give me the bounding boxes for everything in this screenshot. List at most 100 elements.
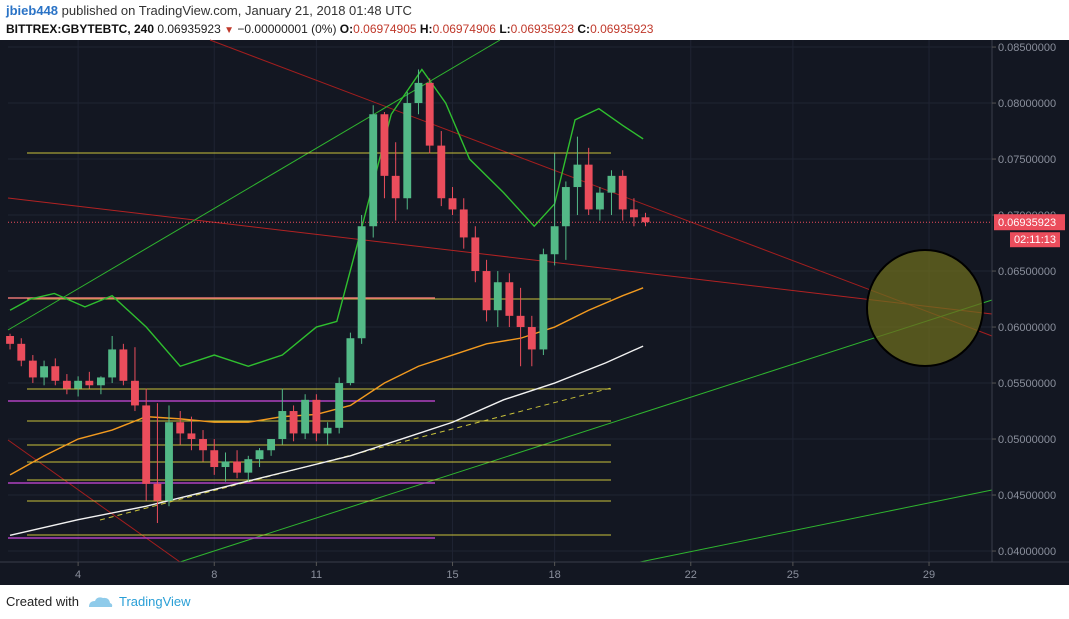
ohlc-label: H: (419, 22, 433, 36)
x-tick-label: 8 (211, 569, 217, 581)
candle-body (153, 483, 162, 501)
down-arrow: ▼ (224, 25, 235, 36)
ohlc-label: O: (339, 22, 354, 36)
candle-body (630, 209, 638, 218)
last-price-label: 0.06935923 (998, 217, 1056, 229)
indicator-line (9, 345, 644, 537)
axes: 0.04000000 0.04500000 0.05000000 0.05500000… (75, 42, 1065, 581)
candle-body (459, 209, 468, 238)
x-tick-label: 15 (446, 569, 458, 581)
x-tick-label: 22 (685, 569, 697, 581)
candle-body (289, 411, 298, 434)
candle-body (346, 338, 355, 384)
candle-body (448, 198, 457, 210)
candle-body (62, 380, 71, 389)
trend-line (639, 489, 993, 563)
y-tick-label: 0.07500000 (998, 154, 1056, 166)
candle-body (6, 335, 14, 344)
candle-body (28, 360, 37, 378)
candle-body (493, 282, 502, 311)
candle-body (278, 411, 287, 440)
ohlc-value: 0.06935923 (590, 22, 654, 36)
candle-body (391, 175, 400, 199)
brand-logo (88, 596, 113, 607)
candle-body (323, 427, 332, 434)
candles (6, 69, 650, 524)
candle-body (561, 187, 570, 227)
candle-body (607, 175, 616, 193)
candle-body (550, 226, 559, 255)
indicators (8, 68, 992, 537)
candle-body (403, 103, 412, 199)
candle-body (414, 82, 423, 104)
ohlc-label: C: (577, 22, 591, 36)
author[interactable]: jbieb448 (6, 3, 59, 18)
trend-line (7, 197, 993, 315)
ohlc-value: 0.06974905 (353, 22, 417, 36)
y-tick-label: 0.08500000 (998, 42, 1056, 54)
candle-body (539, 254, 548, 350)
candle-body (40, 366, 49, 378)
countdown-label: 02:11:13 (1014, 234, 1056, 246)
logo-cloud (88, 596, 113, 607)
candle-body (17, 343, 26, 361)
candle-body (437, 145, 446, 199)
ohlc: O:0.06974905 H:0.06974906 L:0.06935923 C… (340, 22, 654, 36)
x-tick-label: 4 (75, 569, 81, 581)
candle-body (85, 380, 94, 386)
candle-body (573, 164, 582, 188)
indicator-line (9, 287, 644, 476)
y-tick-label: 0.04000000 (998, 546, 1056, 558)
footer: Created with TradingView (6, 594, 191, 609)
trend-line (209, 39, 993, 337)
x-tick-label: 29 (923, 569, 935, 581)
candle-body (595, 192, 604, 210)
candle-body (142, 405, 151, 484)
brand-link[interactable]: TradingView (118, 594, 191, 609)
last-price: 0.06935923 (157, 22, 221, 36)
candle-body (425, 82, 434, 146)
publish-info: jbieb448 published on TradingView.com, J… (6, 3, 412, 18)
candle-body (210, 450, 219, 468)
candle-body (233, 461, 241, 473)
ohlc-value: 0.06974906 (432, 22, 496, 36)
candle-body (641, 217, 650, 223)
y-tick-label: 0.08000000 (998, 98, 1056, 110)
candle-body (176, 422, 185, 434)
candle-body (187, 433, 196, 440)
candle-body (119, 349, 128, 381)
candle-body (505, 282, 514, 316)
y-tick-label: 0.05500000 (998, 378, 1056, 390)
highlight-circle (866, 249, 984, 367)
candle-body (527, 327, 536, 350)
candle-body (221, 461, 230, 468)
candle-body (618, 175, 627, 210)
candle-body (335, 383, 344, 428)
ohlc-value: 0.06935923 (510, 22, 575, 36)
change: −0.00000001 (0%) (237, 22, 337, 36)
candle-body (74, 380, 83, 389)
candle-body (312, 399, 321, 434)
y-tick-label: 0.04500000 (998, 490, 1056, 502)
y-tick-label: 0.05000000 (998, 434, 1056, 446)
last-price-tag (994, 214, 1065, 231)
candle-body (516, 315, 525, 328)
candle-body (357, 226, 366, 339)
candle-body (380, 114, 389, 176)
x-tick-label: 25 (787, 569, 799, 581)
candle-body (51, 366, 60, 381)
candle-body (244, 459, 253, 473)
candle-body (165, 422, 173, 501)
x-tick-label: 18 (549, 569, 561, 581)
candle-body (482, 271, 491, 311)
candle-body (199, 439, 207, 451)
y-tick-label: 0.06000000 (998, 322, 1056, 334)
candle-body (584, 164, 593, 210)
countdown-tag (1010, 232, 1060, 248)
indicator-line (9, 68, 644, 368)
candle-body (131, 380, 139, 406)
candle-body (369, 114, 378, 227)
trend-line (179, 299, 993, 563)
